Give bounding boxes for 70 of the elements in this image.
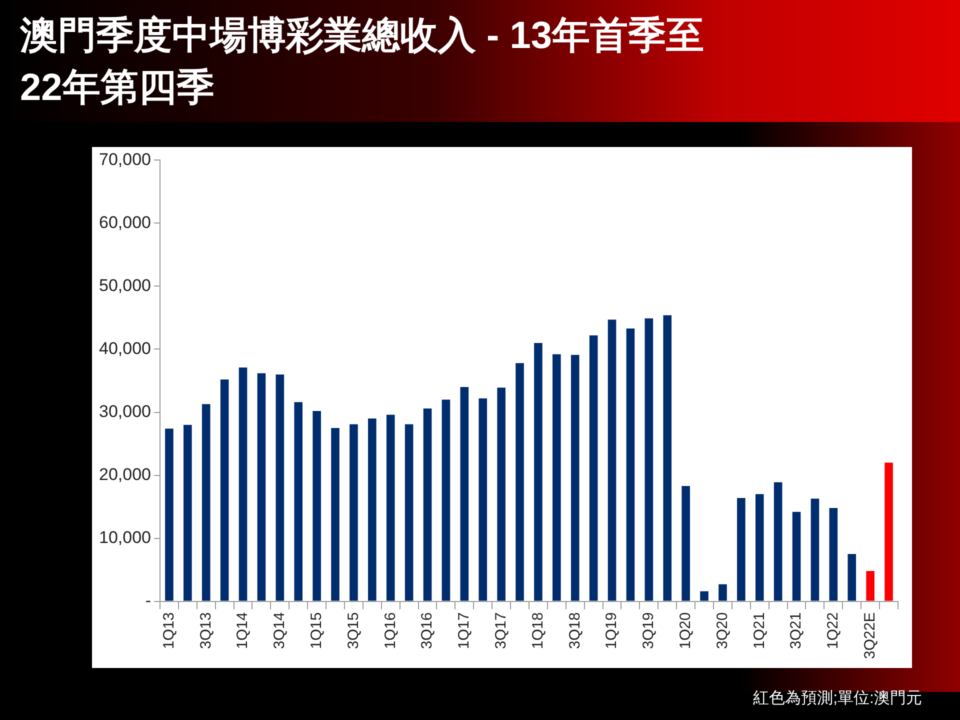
x-tick-label: 3Q17	[492, 612, 510, 650]
bar	[184, 424, 192, 601]
y-tick-label: 30,000	[98, 402, 151, 421]
bar	[460, 387, 469, 601]
x-tick-label: 3Q22E	[861, 612, 878, 660]
bar	[331, 428, 340, 601]
y-tick-label: 10,000	[98, 528, 151, 547]
bar	[276, 374, 284, 601]
x-tick-label: 3Q14	[271, 612, 288, 650]
bar	[552, 354, 561, 601]
bar	[404, 424, 414, 601]
x-tick-label: 3Q15	[344, 612, 362, 650]
text: 紅色為預測;單位:澳門元	[753, 689, 922, 709]
x-tick-label: 1Q21	[750, 612, 768, 650]
bar	[848, 554, 856, 601]
x-tick-label: 3Q21	[788, 612, 805, 650]
bar	[792, 512, 801, 601]
x-tick-label: 3Q18	[566, 612, 584, 650]
bar	[774, 482, 782, 601]
bar	[478, 398, 488, 601]
y-tick-label: 50,000	[98, 276, 151, 295]
x-tick-label: 3Q20	[714, 612, 731, 650]
bar	[700, 591, 708, 601]
bar	[497, 388, 506, 601]
bar	[737, 498, 746, 601]
y-tick-label: 20,000	[98, 464, 151, 484]
x-tick-label: 3Q13	[197, 612, 214, 650]
x-tick-label: 1Q14	[234, 612, 252, 650]
bar	[829, 508, 838, 601]
x-tick-label: 1Q15	[308, 612, 325, 650]
y-tick-label: 60,000	[98, 212, 151, 232]
bar	[350, 424, 358, 601]
y-tick-label: 70,000	[98, 150, 151, 169]
bar	[755, 494, 764, 601]
x-tick-label: 1Q13	[160, 612, 178, 650]
x-tick-label: 1Q17	[456, 612, 473, 650]
bar	[312, 411, 321, 601]
x-tick-label: 1Q18	[529, 612, 546, 650]
bar	[570, 354, 580, 601]
y-tick-label: 40,000	[98, 338, 151, 358]
bar	[202, 404, 210, 601]
bar	[608, 320, 616, 601]
bar	[165, 428, 174, 601]
bar	[626, 328, 635, 601]
bar	[866, 571, 874, 601]
bar	[516, 363, 524, 601]
bar	[884, 462, 893, 601]
bar	[534, 342, 542, 601]
bar	[368, 418, 376, 601]
bar	[257, 373, 266, 601]
bar	[423, 408, 432, 601]
bar	[589, 335, 598, 601]
x-tick-label: 1Q22	[824, 612, 842, 650]
bar	[220, 379, 229, 601]
bar	[442, 400, 450, 601]
x-tick-label: 1Q20	[676, 612, 694, 650]
x-tick-label: 3Q16	[418, 612, 436, 650]
bar	[810, 498, 820, 601]
y-tick-label: -	[145, 590, 151, 610]
chart-title: 澳門季度中場博彩業總收入 - 13年首季至22年第四季	[20, 14, 706, 111]
bar	[644, 318, 654, 601]
bar	[294, 402, 303, 601]
x-tick-label: 1Q19	[603, 612, 620, 650]
x-tick-label: 1Q16	[382, 612, 399, 650]
bar	[238, 368, 248, 601]
bar	[718, 584, 727, 601]
bar	[682, 486, 690, 601]
bar	[386, 414, 395, 601]
x-tick-label: 3Q19	[640, 612, 658, 650]
bar	[663, 315, 672, 601]
